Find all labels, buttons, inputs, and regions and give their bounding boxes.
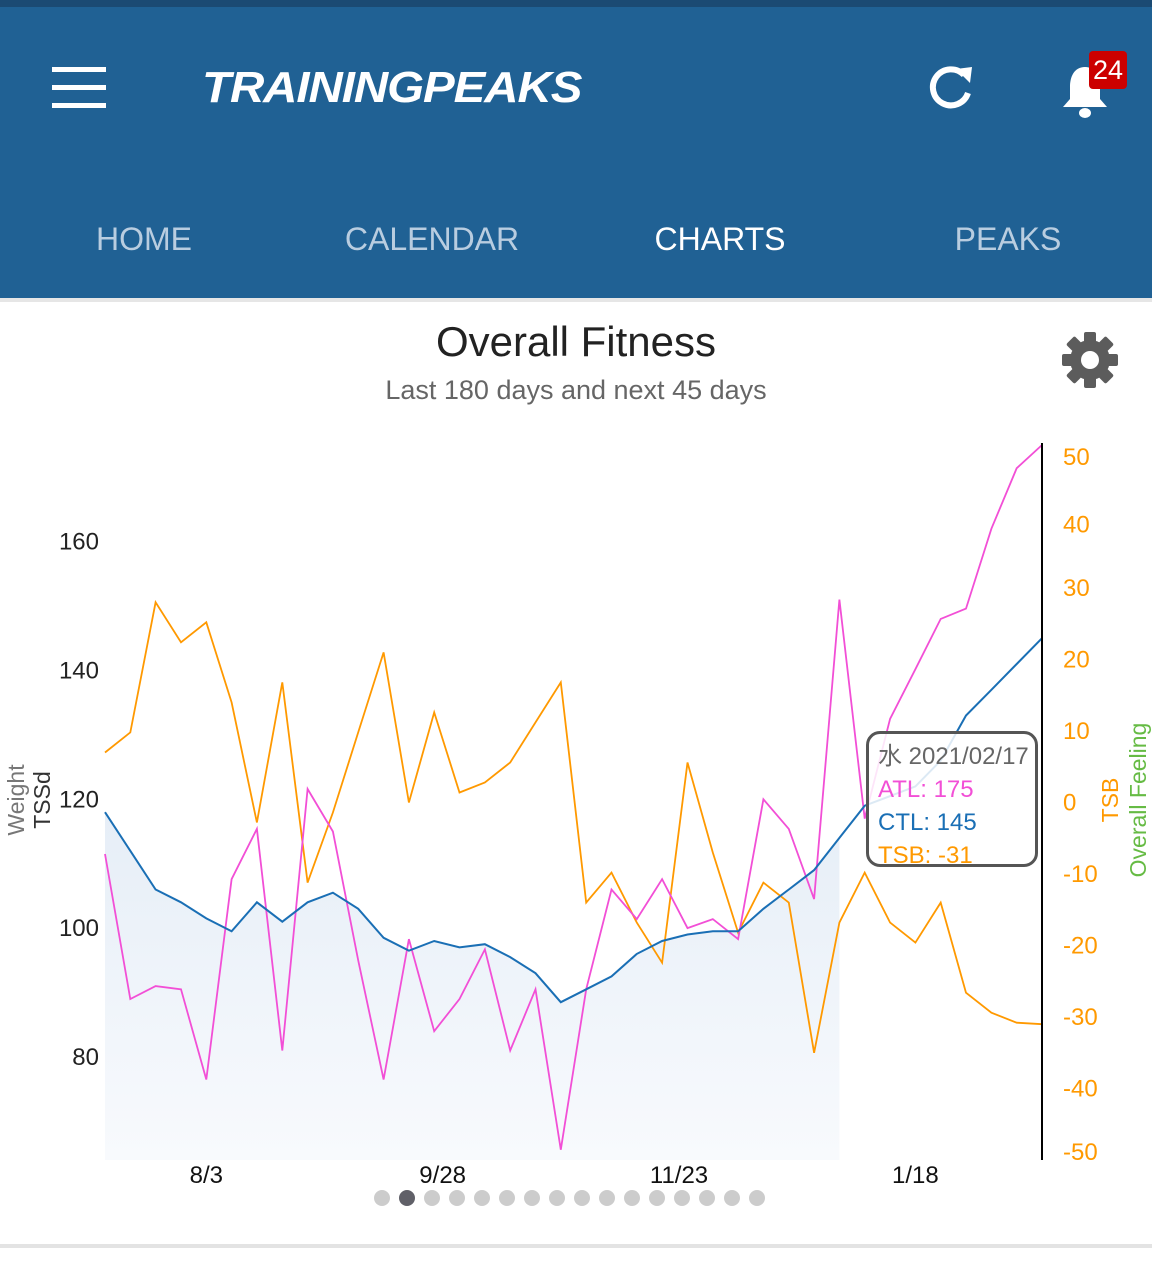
menu-icon-bar — [52, 85, 106, 90]
pagination-dot[interactable] — [449, 1190, 465, 1206]
notification-badge: 24 — [1089, 51, 1127, 89]
menu-button[interactable] — [52, 67, 106, 109]
status-bar — [0, 0, 1152, 7]
left-axis-tick: 140 — [59, 657, 99, 684]
app-header: TRAININGPEAKS 24 HOME CALENDAR CHARTS PE… — [0, 7, 1152, 305]
divider — [0, 298, 1152, 302]
menu-icon-bar — [52, 103, 106, 108]
right-axis-tick: -10 — [1063, 861, 1098, 888]
pagination-dot[interactable] — [474, 1190, 490, 1206]
right-axis-tick: -50 — [1063, 1139, 1098, 1166]
pagination-dot[interactable] — [624, 1190, 640, 1206]
x-axis-tick: 1/18 — [892, 1162, 939, 1189]
chart-tooltip: 水 2021/02/17 ATL: 175 CTL: 145 TSB: -31 — [866, 731, 1038, 869]
logo: TRAININGPEAKS — [202, 63, 582, 112]
pagination-dot[interactable] — [499, 1190, 515, 1206]
right-axis-tick: 0 — [1063, 790, 1076, 817]
right-axis-tick: 20 — [1063, 647, 1090, 674]
left-axis-tick: 120 — [59, 786, 99, 813]
refresh-icon[interactable] — [924, 61, 978, 115]
right-axis-tick: -20 — [1063, 933, 1098, 960]
x-axis-tick: 11/23 — [650, 1162, 708, 1189]
tab-peaks[interactable]: PEAKS — [954, 221, 1062, 257]
left-axis-tick: 100 — [59, 915, 99, 942]
tab-charts[interactable]: CHARTS — [576, 197, 864, 305]
x-axis-tick: 9/28 — [419, 1162, 466, 1189]
tab-home[interactable]: HOME — [96, 221, 192, 257]
ctl-area-fill — [105, 812, 840, 1160]
tooltip-ctl: CTL: 145 — [878, 809, 977, 836]
pagination-dot[interactable] — [424, 1190, 440, 1206]
pagination-dot[interactable] — [724, 1190, 740, 1206]
pagination-dot[interactable] — [599, 1190, 615, 1206]
pagination-dot[interactable] — [399, 1190, 415, 1206]
pagination-dot[interactable] — [374, 1190, 390, 1206]
pagination-dot[interactable] — [649, 1190, 665, 1206]
pagination-dot[interactable] — [674, 1190, 690, 1206]
series-line-tsb — [104, 599, 1043, 1053]
pagination-dot[interactable] — [699, 1190, 715, 1206]
chart-subtitle: Last 180 days and next 45 days — [385, 375, 767, 405]
menu-icon — [52, 67, 106, 72]
right-axis-tick: -40 — [1063, 1076, 1098, 1103]
right-axis-label-tsb: TSB — [1097, 778, 1123, 823]
left-axis-label-weight: Weight — [3, 764, 29, 836]
settings-gear-icon[interactable] — [1060, 330, 1120, 390]
pagination-dot[interactable] — [549, 1190, 565, 1206]
left-axis-tick: 80 — [72, 1044, 99, 1071]
right-axis-tick: 10 — [1063, 718, 1090, 745]
right-axis-tick: 30 — [1063, 575, 1090, 602]
main-tabs: HOME CALENDAR CHARTS PEAKS — [0, 197, 1152, 305]
x-axis-tick: 8/3 — [190, 1162, 223, 1189]
right-axis-tick: -30 — [1063, 1004, 1098, 1031]
pagination-dot[interactable] — [574, 1190, 590, 1206]
tooltip-atl: ATL: 175 — [878, 776, 974, 803]
chart-pagination — [374, 1190, 765, 1206]
right-axis-tick: 50 — [1063, 444, 1090, 471]
tab-calendar[interactable]: CALENDAR — [344, 221, 520, 257]
left-axis-label-tssd: TSSd — [29, 771, 55, 829]
tooltip-tsb: TSB: -31 — [878, 842, 973, 869]
tooltip-date: 水 2021/02/17 — [878, 743, 1029, 770]
right-axis-label-overall-feeling: Overall Feeling — [1125, 723, 1151, 878]
bottom-divider — [0, 1244, 1152, 1248]
pagination-dot[interactable] — [749, 1190, 765, 1206]
chart-title: Overall Fitness — [435, 318, 717, 365]
pagination-dot[interactable] — [524, 1190, 540, 1206]
right-axis-tick: 40 — [1063, 512, 1090, 539]
left-axis-tick: 160 — [59, 529, 99, 556]
